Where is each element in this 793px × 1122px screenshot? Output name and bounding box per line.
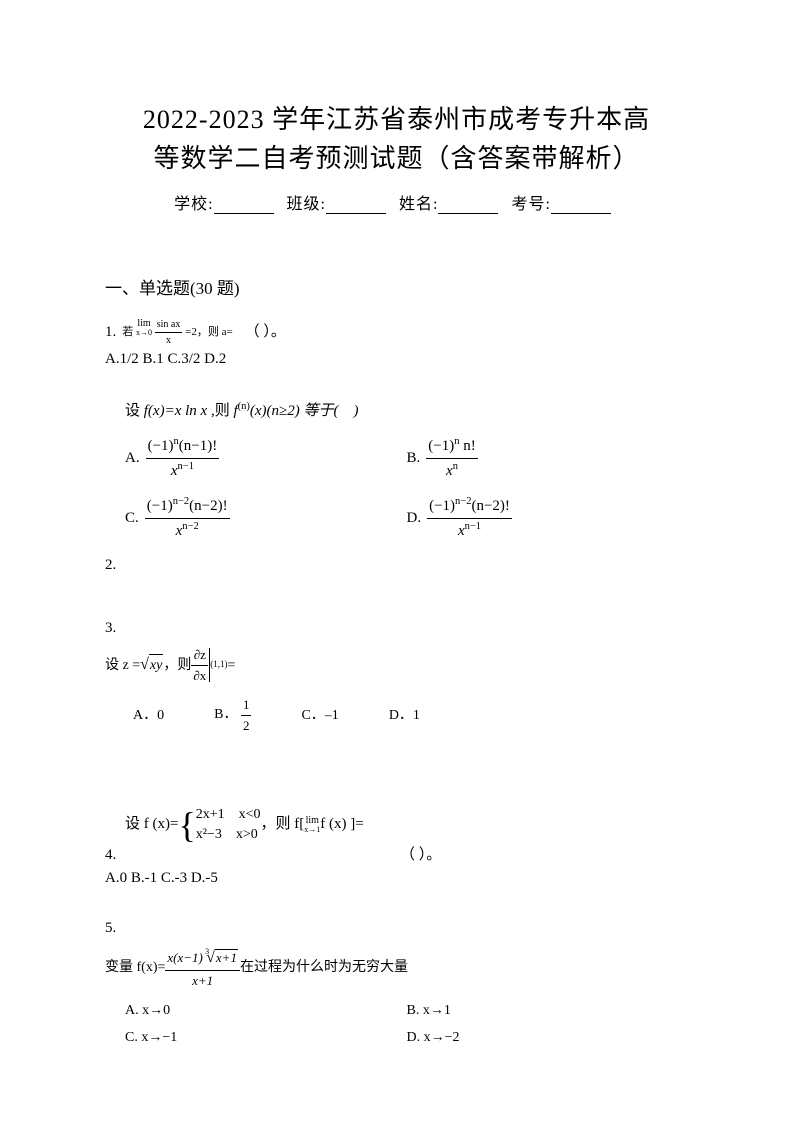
q1-paren: （ ）。 <box>245 321 286 344</box>
q2-c-num: (−1) <box>147 498 173 514</box>
q4-stem-tail: f (x) ]= <box>320 813 363 836</box>
q4-number: 4. <box>105 847 116 863</box>
q3-eq: = <box>228 655 236 676</box>
class-blank[interactable] <box>326 198 386 214</box>
q5-option-c: C. x→−1 <box>125 1027 407 1048</box>
name-label: 姓名: <box>399 196 438 213</box>
q3-sqrt-content: xy <box>149 654 163 676</box>
q4-stem-pre: 设 f (x)= <box>105 813 178 836</box>
q4-lim: lim <box>306 815 319 826</box>
q3-stem-mid: ，则 <box>163 655 191 676</box>
title-line-2: 等数学二自考预测试题（含答案带解析） <box>105 139 688 178</box>
q5-num-1: x(x−1) <box>167 950 202 965</box>
q2-a-num-tail: (n−1)! <box>179 438 217 454</box>
q2-stem-pre: 设 <box>125 403 144 419</box>
question-1: 1. 若 lim x→0 sin ax x =2，则 a= （ ）。 A.1/2… <box>105 317 688 371</box>
q1-frac-num: sin ax <box>155 317 183 333</box>
q2-d-den: x <box>458 523 465 539</box>
section-heading: 一、单选题(30 题) <box>105 274 688 299</box>
q4-lim-under: x→1 <box>304 826 320 834</box>
question-4: 设 f (x)= { 2x+1 x<0 x²−3 x>0 ，则 f[ lim x… <box>105 805 688 889</box>
q5-stem-pre: 变量 f(x)= <box>105 957 165 978</box>
q4-paren: （ ）。 <box>400 847 441 863</box>
student-info-line: 学校: 班级: 姓名: 考号: <box>105 190 688 214</box>
q2-a-num: (−1) <box>148 438 174 454</box>
q3-pd-num: ∂z <box>191 645 208 666</box>
examno-label: 考号: <box>511 196 550 213</box>
q5-root-body: x+1 <box>215 949 238 965</box>
q2-c-num-sup: n−2 <box>173 496 189 507</box>
q4-stem-mid: ，则 f[ <box>261 813 305 836</box>
q5-den: x+1 <box>165 971 240 991</box>
q1-lim-under: x→0 <box>136 329 152 337</box>
q2-d-num: (−1) <box>429 498 455 514</box>
q1-prefix: 若 <box>122 326 133 338</box>
q2-a-den: x <box>171 463 178 479</box>
q2-c-label: C. <box>125 507 139 530</box>
q2-d-den-sup: n−1 <box>465 521 481 532</box>
q3-option-a: A．0 <box>133 705 164 726</box>
name-blank[interactable] <box>438 198 498 214</box>
q2-option-c: C. (−1)n−2(n−2)! xn−2 <box>125 494 407 542</box>
q5-number: 5. <box>105 920 116 936</box>
class-label: 班级: <box>287 196 326 213</box>
q4-pw1: 2x+1 x<0 <box>196 805 261 825</box>
q3-sub: (1,1) <box>210 658 227 672</box>
q2-number: 2. <box>105 557 116 573</box>
question-3: 3. 设 z = √xy ，则 ∂z ∂x (1,1) = A．0 B． 1 2… <box>105 617 688 736</box>
q2-stem-mid: ,则 <box>211 403 234 419</box>
q2-b-den-sup: n <box>453 461 458 472</box>
q3-option-b: B． 1 2 <box>214 695 251 735</box>
q3-b-label: B． <box>214 707 237 722</box>
school-blank[interactable] <box>214 198 274 214</box>
examno-blank[interactable] <box>551 198 611 214</box>
q2-b-num-tail: n! <box>459 438 475 454</box>
q2-d-num-sup: n−2 <box>455 496 471 507</box>
q2-b-label: B. <box>407 447 421 470</box>
q2-a-label: A. <box>125 447 140 470</box>
q2-option-b: B. (−1)n n! xn <box>407 434 689 482</box>
q2-a-den-sup: n−1 <box>178 461 194 472</box>
q1-frac-den: x <box>155 333 183 348</box>
q4-pw2: x²−3 x>0 <box>196 825 261 845</box>
q2-d-label: D. <box>407 507 422 530</box>
q3-pd-den: ∂x <box>191 666 208 686</box>
question-2: 设 f(x)=x ln x ,则 f(n)(x)(n≥2) 等于( ) A. (… <box>105 399 688 577</box>
q2-fn-tail: (x)(n≥2) 等于( ) <box>250 403 359 419</box>
q2-c-den-sup: n−2 <box>182 521 198 532</box>
q4-options: A.0 B.-1 C.-3 D.-5 <box>105 867 688 890</box>
q2-c-num-tail: (n−2)! <box>189 498 227 514</box>
q5-option-b: B. x→1 <box>407 1000 689 1021</box>
q5-option-a: A. x→0 <box>125 1000 407 1021</box>
school-label: 学校: <box>174 196 213 213</box>
q2-option-a: A. (−1)n(n−1)! xn−1 <box>125 434 407 482</box>
q3-stem-pre: 设 z = <box>105 655 140 676</box>
q5-option-d: D. x→−2 <box>407 1027 689 1048</box>
q2-fn-sup: (n) <box>238 401 250 412</box>
q1-eq: =2，则 a= <box>185 326 233 338</box>
question-5: 5. 变量 f(x)= x(x−1) 3 √x+1 x+1 在过程为什么时为无穷… <box>105 917 688 1054</box>
q3-number: 3. <box>105 620 116 636</box>
q5-stem-tail: 在过程为什么时为无穷大量 <box>240 957 408 978</box>
q1-options: A.1/2 B.1 C.3/2 D.2 <box>105 348 688 371</box>
q3-option-d: D．1 <box>389 705 420 726</box>
q3-b-den: 2 <box>241 716 252 736</box>
q2-fx: f(x)=x ln x <box>144 403 207 419</box>
q2-option-d: D. (−1)n−2(n−2)! xn−1 <box>407 494 689 542</box>
title-line-1: 2022-2023 学年江苏省泰州市成考专升本高 <box>105 100 688 139</box>
q2-b-num: (−1) <box>428 438 454 454</box>
q2-d-num-tail: (n−2)! <box>471 498 509 514</box>
q1-number: 1. <box>105 321 116 344</box>
q3-b-num: 1 <box>241 695 252 716</box>
q2-b-den: x <box>446 463 453 479</box>
q3-option-c: C．–1 <box>301 705 338 726</box>
